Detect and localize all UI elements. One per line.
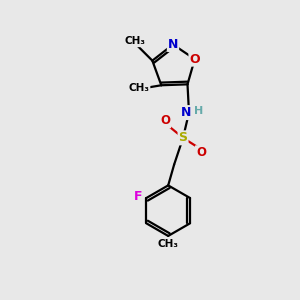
Text: O: O: [196, 146, 206, 159]
Text: F: F: [134, 190, 142, 203]
Text: O: O: [160, 114, 170, 128]
Text: O: O: [189, 53, 200, 66]
Text: CH₃: CH₃: [128, 83, 149, 93]
Text: N: N: [168, 38, 178, 51]
Text: S: S: [178, 131, 188, 144]
Text: H: H: [194, 106, 203, 116]
Text: N: N: [181, 106, 191, 119]
Text: CH₃: CH₃: [158, 239, 179, 249]
Text: CH₃: CH₃: [124, 36, 145, 46]
